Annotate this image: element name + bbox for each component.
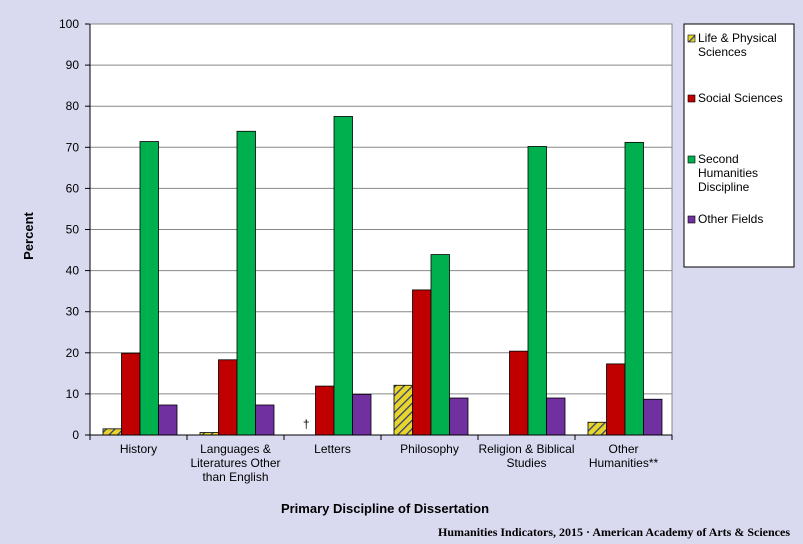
source-credit: Humanities Indicators, 2015 · American A… — [438, 525, 790, 539]
category-label: Other Humanities** — [589, 442, 659, 470]
category-label-line: History — [120, 442, 157, 456]
category-label-line: Religion & Biblical — [478, 442, 574, 456]
bar — [315, 385, 335, 436]
category-label-line: Literatures Other — [190, 456, 280, 470]
legend: Life & Physical Sciences Social Sciences Se… — [683, 23, 795, 268]
category-label: History — [120, 442, 157, 456]
y-tick-label: 100 — [59, 17, 79, 31]
bar — [236, 130, 256, 436]
bars — [102, 116, 663, 436]
bar — [509, 350, 529, 436]
bar — [412, 289, 432, 436]
legend-swatch — [687, 155, 696, 164]
y-tick-label: 90 — [66, 58, 80, 72]
legend-label-line: Humanities — [698, 166, 758, 180]
legend-label-line: Discipline — [698, 180, 750, 194]
bar — [393, 384, 413, 436]
bar — [333, 116, 353, 436]
y-tick-label: 20 — [66, 346, 80, 360]
bar — [352, 393, 372, 436]
category-label-line: Other — [608, 442, 638, 456]
annotation-label: † — [303, 417, 310, 431]
bar — [643, 398, 663, 436]
bar — [139, 141, 159, 436]
y-tick-label: 40 — [66, 264, 80, 278]
axes — [85, 23, 673, 440]
y-axis-title: Percent — [21, 211, 36, 259]
bar — [430, 254, 450, 436]
legend-label: Other Fields — [698, 212, 763, 226]
legend-label-line: Other Fields — [698, 212, 763, 226]
labels: 0 10 20 30 40 50 60 70 80 90 100 † History Languages … — [59, 17, 659, 484]
bar — [158, 404, 178, 436]
y-tick-label: 60 — [66, 181, 80, 195]
bar — [606, 363, 626, 436]
legend-swatch — [687, 215, 696, 224]
legend-label: Life & Physical Sciences — [698, 31, 777, 59]
legend-label-line: Life & Physical — [698, 31, 777, 45]
y-tick-label: 0 — [72, 428, 79, 442]
bar — [527, 146, 547, 436]
category-label: Letters — [314, 442, 351, 456]
bar — [121, 352, 141, 436]
y-tick-label: 70 — [66, 140, 80, 154]
legend-label-line: Second — [698, 152, 739, 166]
x-axis-title: Primary Discipline of Dissertation — [281, 501, 489, 516]
category-label-line: Letters — [314, 442, 351, 456]
bar — [546, 397, 566, 436]
legend-swatch — [687, 34, 696, 43]
category-label: Religion & Biblical Studies — [478, 442, 574, 470]
legend-label: Social Sciences — [698, 91, 783, 105]
legend-swatch — [687, 94, 696, 103]
category-label-line: than English — [202, 470, 268, 484]
category-label-line: Studies — [506, 456, 546, 470]
legend-box — [683, 23, 795, 268]
y-tick-label: 30 — [66, 305, 80, 319]
y-tick-label: 10 — [66, 387, 80, 401]
bar — [449, 397, 469, 436]
bar — [255, 404, 275, 436]
y-tick-label: 80 — [66, 99, 80, 113]
category-label: Philosophy — [400, 442, 459, 456]
legend-label-line: Social Sciences — [698, 91, 783, 105]
bar — [218, 359, 238, 436]
bar — [102, 428, 122, 436]
legend-label: Second Humanities Discipline — [698, 152, 758, 194]
category-label-line: Philosophy — [400, 442, 459, 456]
bar — [587, 421, 607, 436]
bar — [624, 141, 644, 436]
category-label: Languages & Literatures Other than English — [190, 442, 280, 484]
y-tick-label: 50 — [66, 223, 80, 237]
category-label-line: Languages & — [200, 442, 271, 456]
legend-label-line: Sciences — [698, 45, 747, 59]
category-label-line: Humanities** — [589, 456, 659, 470]
